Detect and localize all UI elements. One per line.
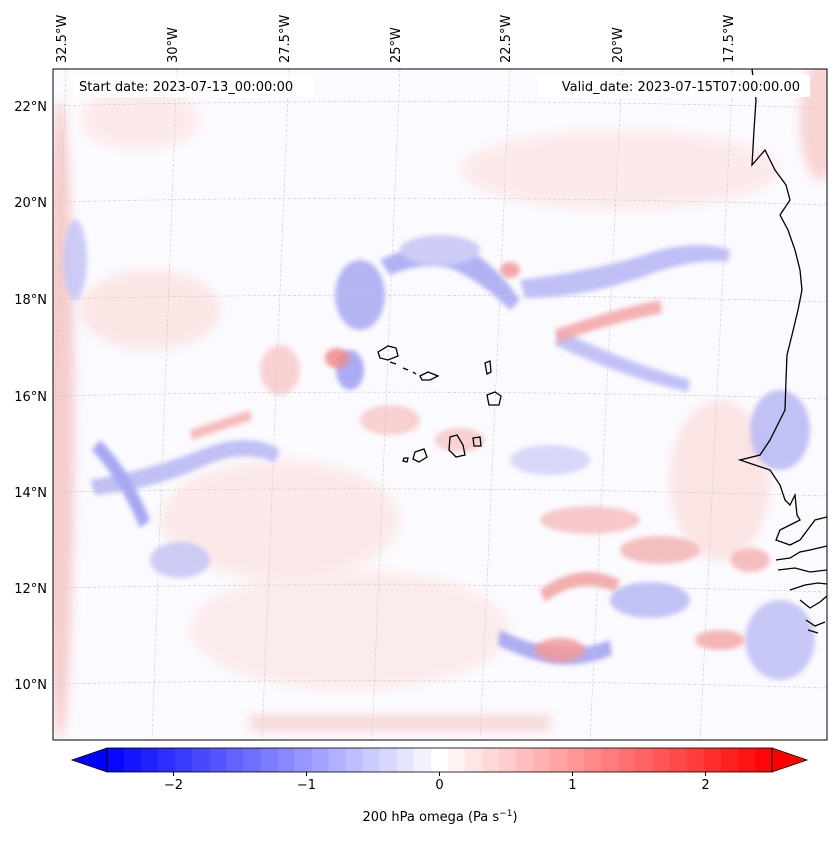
colorbar-cell	[669, 748, 688, 772]
colorbar-cell	[465, 748, 483, 772]
colorbar-cell	[754, 748, 773, 772]
colorbar-cell	[328, 748, 347, 772]
colorbar-cell	[430, 748, 449, 772]
lat-tick-label: 16°N	[14, 390, 47, 405]
valid-date-label: Valid_date: 2023-07-15T07:00:00.00	[562, 80, 800, 95]
colorbar-cell	[379, 748, 398, 772]
lon-tick-label: 17.5°W	[722, 15, 737, 63]
colorbar-label: 200 hPa omega (Pa s−1)	[362, 809, 517, 825]
lon-tick-label: 20°W	[611, 27, 626, 63]
colorbar-extend-low	[70, 747, 108, 773]
lon-tick-label: 32.5°W	[55, 15, 70, 63]
lat-tick-label: 12°N	[14, 582, 47, 597]
colorbar-cell	[550, 748, 568, 772]
lat-tick-labels: 22°N 20°N 18°N 16°N 14°N 12°N 10°N	[14, 100, 47, 693]
colorbar-cell	[141, 748, 159, 772]
colorbar-cell	[175, 748, 193, 772]
colorbar-cell	[516, 748, 534, 772]
colorbar-cell	[686, 748, 705, 772]
start-date-label: Start date: 2023-07-13_00:00:00	[79, 80, 293, 95]
omega-field	[53, 69, 827, 740]
graticule	[53, 69, 827, 740]
colorbar-cell	[533, 748, 551, 772]
colorbar-cell	[311, 748, 330, 772]
lat-tick-label: 14°N	[14, 486, 47, 501]
lon-tick-label: 30°W	[166, 27, 181, 63]
lon-tick-labels: 32.5°W 30°W 27.5°W 25°W 22.5°W 20°W 17.5…	[55, 15, 737, 63]
colorbar-cell	[601, 748, 620, 772]
colorbar-cell	[107, 748, 125, 772]
colorbar-tick-label: −1	[297, 778, 316, 793]
colorbar-tick-label: 0	[435, 778, 443, 793]
colorbar-cell	[260, 748, 279, 772]
colorbar-cell	[584, 748, 603, 772]
colorbar-cell	[737, 748, 756, 772]
lat-tick-label: 20°N	[14, 196, 47, 211]
colorbar-tick-label: −2	[164, 778, 183, 793]
coastlines	[377, 69, 827, 634]
lat-tick-label: 18°N	[14, 293, 47, 308]
colorbar-tick-label: 1	[568, 778, 576, 793]
lon-tick-label: 25°W	[389, 27, 404, 63]
colorbar-cell	[192, 748, 210, 772]
lat-tick-label: 22°N	[14, 100, 47, 115]
colorbar-cell	[362, 748, 381, 772]
colorbar-cell	[567, 748, 586, 772]
colorbar: −2 −1 0 1 2 200 hPa omega (Pa s−1)	[70, 747, 809, 825]
colorbar-cell	[448, 748, 466, 772]
colorbar-cell	[396, 748, 415, 772]
colorbar-cell	[482, 748, 500, 772]
map-frame	[52, 68, 828, 741]
colorbar-cell	[618, 748, 637, 772]
colorbar-cell	[703, 748, 722, 772]
colorbar-cell	[294, 748, 313, 772]
colorbar-cell	[209, 748, 227, 772]
colorbar-cell	[720, 748, 739, 772]
colorbar-cell	[277, 748, 296, 772]
lat-tick-label: 10°N	[14, 678, 47, 693]
colorbar-cell	[413, 748, 432, 772]
lon-tick-label: 22.5°W	[499, 15, 514, 63]
colorbar-cell	[499, 748, 517, 772]
colorbar-cell	[345, 748, 364, 772]
colorbar-cell	[652, 748, 671, 772]
colorbar-cell	[158, 748, 176, 772]
colorbar-cell	[635, 748, 654, 772]
colorbar-tick-label: 2	[701, 778, 709, 793]
lon-tick-label: 27.5°W	[278, 15, 293, 63]
colorbar-extend-high	[771, 747, 809, 773]
colorbar-cell	[124, 748, 142, 772]
colorbar-cell	[226, 748, 245, 772]
colorbar-cell	[243, 748, 262, 772]
